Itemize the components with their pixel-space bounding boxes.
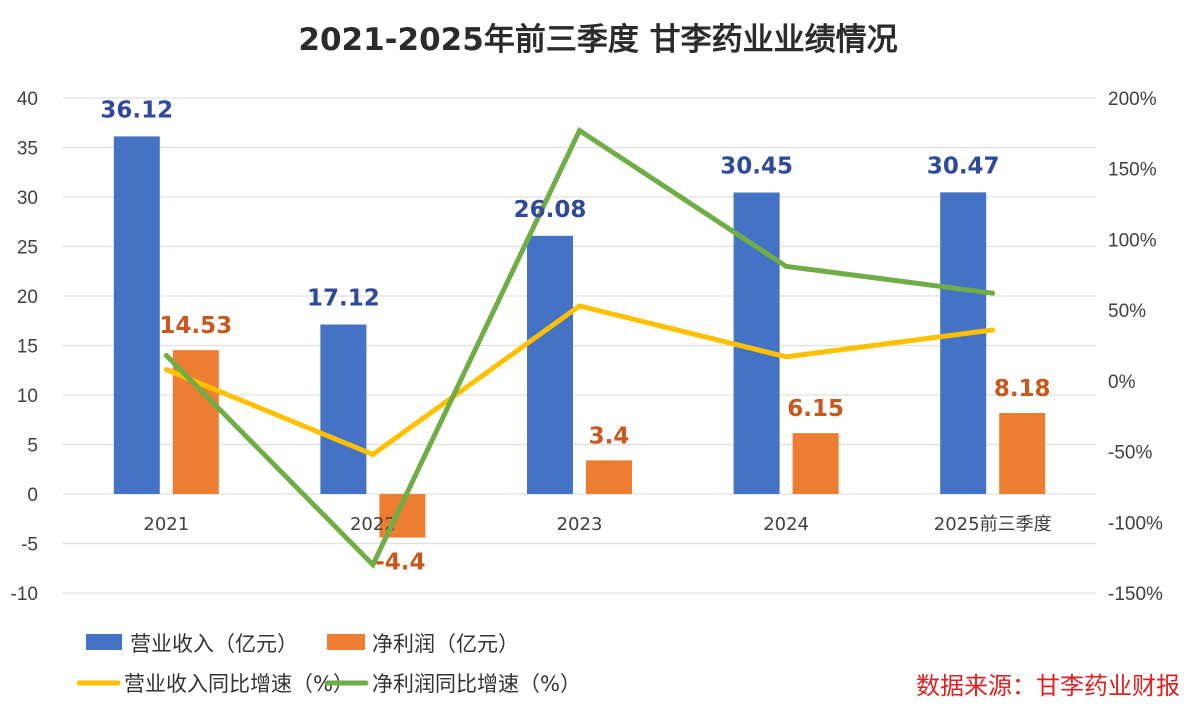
legend-swatch-net-profit bbox=[327, 634, 365, 650]
data-label-revenue: 30.45 bbox=[720, 154, 793, 180]
y2-tick-label: 0% bbox=[1108, 372, 1136, 393]
bar-revenue[interactable] bbox=[940, 192, 987, 495]
bar-revenue[interactable] bbox=[113, 136, 160, 495]
legend: 营业收入（亿元） 净利润（亿元） 营业收入同比增速（%） 净利润同比增速（%） bbox=[76, 632, 581, 696]
y2-tick-label: 200% bbox=[1108, 89, 1157, 110]
x-tick-label: 2024 bbox=[763, 514, 809, 535]
legend-label-net-profit-growth: 净利润同比增速（%） bbox=[372, 672, 581, 696]
bar-revenue[interactable] bbox=[527, 235, 573, 495]
data-label-revenue: 36.12 bbox=[100, 97, 173, 123]
data-label-revenue: 30.47 bbox=[927, 153, 1000, 179]
lines bbox=[163, 126, 996, 570]
y-tick-label: 30 bbox=[17, 188, 38, 209]
y-tick-label: 40 bbox=[17, 89, 38, 110]
data-label-net-profit: 6.15 bbox=[787, 396, 844, 422]
legend-label-revenue-growth: 营业收入同比增速（%） bbox=[124, 672, 354, 696]
y2-tick-label: 50% bbox=[1108, 301, 1146, 322]
legend-item-revenue-growth[interactable]: 营业收入同比增速（%） bbox=[76, 672, 354, 696]
x-axis-categories: 2021 2022 2023 2024 2025前三季度 bbox=[143, 514, 1051, 535]
y-tick-label: 5 bbox=[27, 436, 38, 457]
legend-item-net-profit-growth[interactable]: 净利润同比增速（%） bbox=[324, 672, 581, 696]
legend-label-revenue: 营业收入（亿元） bbox=[130, 632, 298, 656]
data-label-net-profit: 14.53 bbox=[159, 313, 232, 339]
y-tick-label: 0 bbox=[27, 485, 38, 506]
legend-swatch-revenue bbox=[86, 634, 122, 650]
y-axis-right: 200% 150% 100% 50% 0% -50% -100% -150% bbox=[1108, 89, 1163, 605]
x-tick-label: 2025前三季度 bbox=[934, 514, 1052, 535]
bar-net-profit[interactable] bbox=[999, 413, 1046, 494]
x-tick-label: 2021 bbox=[143, 514, 189, 535]
y2-tick-label: -150% bbox=[1108, 584, 1163, 605]
y2-tick-label: 150% bbox=[1108, 160, 1157, 181]
legend-item-revenue[interactable]: 营业收入（亿元） bbox=[86, 632, 298, 656]
data-labels: 36.12 14.53 17.12 -4.4 26.08 3.4 30.45 6.15 30.4… bbox=[100, 97, 1050, 575]
bars bbox=[113, 136, 1046, 538]
x-tick-label: 2022 bbox=[350, 514, 396, 535]
data-label-net-profit: -4.4 bbox=[375, 550, 425, 576]
y-tick-label: 25 bbox=[17, 238, 38, 259]
legend-label-net-profit: 净利润（亿元） bbox=[372, 632, 519, 656]
x-tick-label: 2023 bbox=[557, 514, 603, 535]
y2-tick-label: 100% bbox=[1108, 230, 1157, 251]
data-label-revenue: 26.08 bbox=[514, 197, 587, 223]
bar-revenue[interactable] bbox=[320, 324, 367, 494]
gridlines bbox=[63, 97, 1096, 594]
y2-tick-label: -50% bbox=[1108, 443, 1152, 464]
y-tick-label: 20 bbox=[17, 287, 38, 308]
bar-net-profit[interactable] bbox=[586, 460, 632, 494]
y-tick-label: 35 bbox=[17, 139, 38, 160]
y-tick-label: -5 bbox=[21, 535, 38, 556]
data-label-net-profit: 3.4 bbox=[589, 423, 630, 449]
y-axis-left: 40 35 30 25 20 15 10 5 0 -5 -10 bbox=[11, 89, 38, 605]
y-tick-label: 15 bbox=[17, 337, 38, 358]
data-label-net-profit: 8.18 bbox=[994, 376, 1051, 402]
legend-item-net-profit[interactable]: 净利润（亿元） bbox=[327, 632, 519, 656]
y-tick-label: 10 bbox=[17, 386, 38, 407]
y2-tick-label: -100% bbox=[1108, 513, 1163, 534]
bar-net-profit[interactable] bbox=[792, 433, 839, 494]
data-label-revenue: 17.12 bbox=[307, 286, 380, 312]
y-tick-label: -10 bbox=[11, 584, 38, 605]
chart-title: 2021-2025年前三季度 甘李药业业绩情况 bbox=[298, 22, 897, 58]
source-note: 数据来源：甘李药业财报 bbox=[916, 672, 1180, 700]
